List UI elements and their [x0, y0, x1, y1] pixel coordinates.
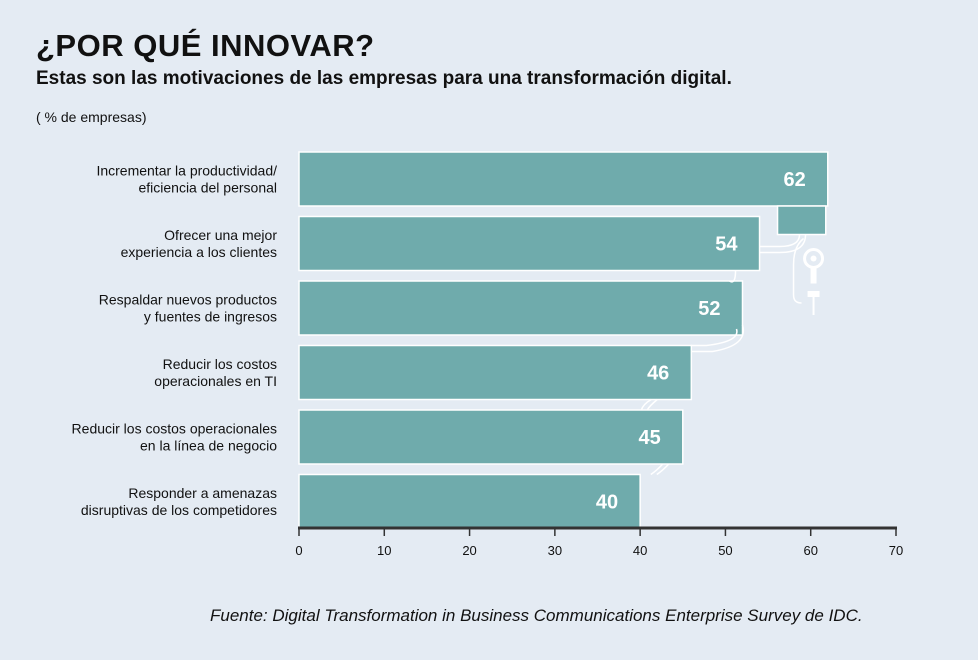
x-tick-label: 70	[889, 543, 903, 558]
bar	[298, 151, 829, 207]
category-label: Reducir los costos operacionales en TI	[154, 356, 277, 389]
category-label: Ofrecer una mejor experiencia a los clien…	[121, 227, 278, 260]
cable	[729, 270, 737, 283]
bar	[298, 473, 641, 530]
bar	[298, 344, 693, 401]
unit-label: ( % de empresas)	[36, 109, 147, 125]
x-tick-label: 20	[462, 543, 476, 558]
cable	[646, 398, 658, 411]
cable	[656, 463, 670, 476]
cable	[691, 324, 745, 353]
cable	[691, 328, 738, 347]
cable	[650, 463, 664, 476]
x-tick-label: 50	[718, 543, 732, 558]
data-label: 45	[639, 427, 661, 449]
source-note: Fuente: Digital Transformation in Busine…	[210, 606, 863, 625]
data-label: 54	[715, 234, 738, 256]
x-tick-label: 0	[295, 543, 302, 558]
cable	[759, 234, 801, 248]
category-label: Reducir los costos operacionales en la lí…	[72, 421, 278, 454]
chart-subtitle: Estas son las motivaciones de las empres…	[36, 68, 732, 89]
category-label: Respaldar nuevos productos y fuentes de i…	[99, 292, 277, 325]
data-label: 62	[784, 169, 806, 191]
plug-head	[810, 255, 817, 262]
cable	[759, 234, 807, 254]
bar	[298, 215, 761, 272]
chart-title: ¿POR QUÉ INNOVAR?	[36, 28, 375, 63]
bar	[298, 409, 684, 465]
bar	[298, 280, 744, 336]
x-tick-label: 10	[377, 543, 391, 558]
plug-prong	[810, 267, 817, 284]
x-tick-label: 60	[803, 543, 817, 558]
x-tick-label: 30	[548, 543, 562, 558]
category-label: Responder a amenazas disruptivas de los c…	[81, 485, 277, 518]
x-tick-label: 40	[633, 543, 647, 558]
data-label: 52	[698, 298, 720, 320]
data-label: 40	[596, 492, 618, 514]
cable	[640, 398, 652, 411]
data-label: 46	[647, 363, 669, 385]
plug-connector	[776, 205, 827, 236]
plug-prong	[807, 291, 820, 297]
cable	[792, 237, 805, 304]
category-label: Incrementar la productividad/eficiencia …	[96, 163, 277, 196]
